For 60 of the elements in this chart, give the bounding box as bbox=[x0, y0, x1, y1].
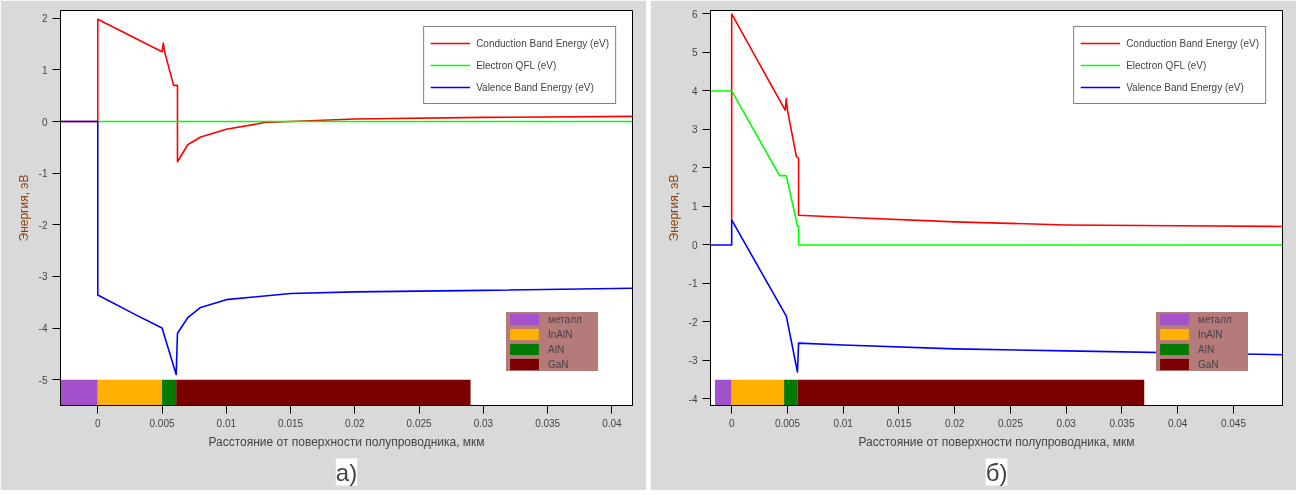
x-tick-label: 0.025 bbox=[406, 417, 433, 429]
line-series bbox=[730, 13, 1283, 228]
legend-label: металл bbox=[548, 313, 583, 325]
legend-label: InAlN bbox=[1198, 328, 1224, 340]
legend-label: Conduction Band Energy (eV) bbox=[476, 37, 609, 49]
legend-label: Valence Band Energy (eV) bbox=[1126, 81, 1244, 93]
x-tick-label: 0.04 bbox=[602, 417, 623, 429]
y-axis-title: Энергия, эВ bbox=[16, 174, 31, 242]
y-tick-label: -4 bbox=[688, 393, 698, 405]
y-tick-label: 5 bbox=[691, 47, 698, 59]
x-tick-label: 0.005 bbox=[774, 417, 801, 429]
legend-label: Electron QFL (eV) bbox=[1126, 59, 1207, 71]
y-tick-label: -1 bbox=[38, 168, 48, 180]
x-tick-label: 0.015 bbox=[278, 417, 304, 429]
legend-label: AlN bbox=[548, 343, 566, 355]
legend-label: GaN bbox=[548, 358, 570, 370]
x-tick-label: 0.02 bbox=[345, 417, 366, 429]
x-tick-label: 0.04 bbox=[1167, 417, 1188, 429]
y-tick-label: -1 bbox=[688, 278, 698, 290]
x-tick-label: 0.025 bbox=[997, 417, 1024, 429]
x-tick-label: 0.005 bbox=[149, 417, 175, 429]
x-axis-title: Расстояние от поверхности полупроводника, мкм bbox=[858, 434, 1135, 449]
y-tick-label: 0 bbox=[41, 116, 48, 128]
y-tick-label: -4 bbox=[38, 323, 48, 335]
y-tick-label: 4 bbox=[691, 85, 698, 97]
x-axis-title: Расстояние от поверхности полупроводника, мкм bbox=[208, 434, 485, 449]
x-tick-label: 0.01 bbox=[216, 417, 237, 429]
legend-label: Conduction Band Energy (eV) bbox=[1126, 37, 1259, 49]
y-tick-label: 3 bbox=[691, 124, 698, 136]
x-tick-label: 0.015 bbox=[886, 417, 912, 429]
line-series bbox=[60, 120, 633, 376]
x-tick-label: 0 bbox=[95, 417, 101, 429]
x-tick-label: 0.02 bbox=[944, 417, 965, 429]
legend-label: AlN bbox=[1198, 343, 1216, 355]
y-tick-label: 1 bbox=[41, 64, 48, 76]
x-tick-label: 0.01 bbox=[833, 417, 854, 429]
x-tick-label: 0 bbox=[728, 417, 735, 429]
text: б) bbox=[985, 458, 1008, 486]
legend-label: Electron QFL (eV) bbox=[476, 59, 557, 71]
x-tick-label: 0.03 bbox=[473, 417, 494, 429]
legend-label: Valence Band Energy (eV) bbox=[476, 81, 594, 93]
legend-label: GaN bbox=[1198, 358, 1220, 370]
y-tick-label: 2 bbox=[41, 13, 48, 25]
y-tick-label: 1 bbox=[691, 201, 698, 213]
x-tick-label: 0.045 bbox=[1220, 417, 1247, 429]
legend-label: металл bbox=[1198, 313, 1233, 325]
y-tick-label: 2 bbox=[691, 162, 698, 174]
legend-label: InAlN bbox=[548, 328, 574, 340]
y-tick-label: -5 bbox=[38, 374, 48, 386]
text: а) bbox=[335, 458, 358, 486]
x-tick-label: 0.035 bbox=[535, 417, 561, 429]
y-axis-title: Энергия, эВ bbox=[666, 174, 681, 242]
x-tick-label: 0.035 bbox=[1109, 417, 1135, 429]
y-tick-label: -3 bbox=[38, 271, 48, 283]
y-tick-label: 0 bbox=[691, 239, 698, 251]
y-tick-label: 6 bbox=[691, 8, 698, 20]
y-tick-label: -2 bbox=[688, 316, 698, 328]
y-tick-label: -2 bbox=[38, 219, 48, 231]
x-tick-label: 0.03 bbox=[1056, 417, 1077, 429]
y-tick-label: -3 bbox=[688, 355, 698, 367]
